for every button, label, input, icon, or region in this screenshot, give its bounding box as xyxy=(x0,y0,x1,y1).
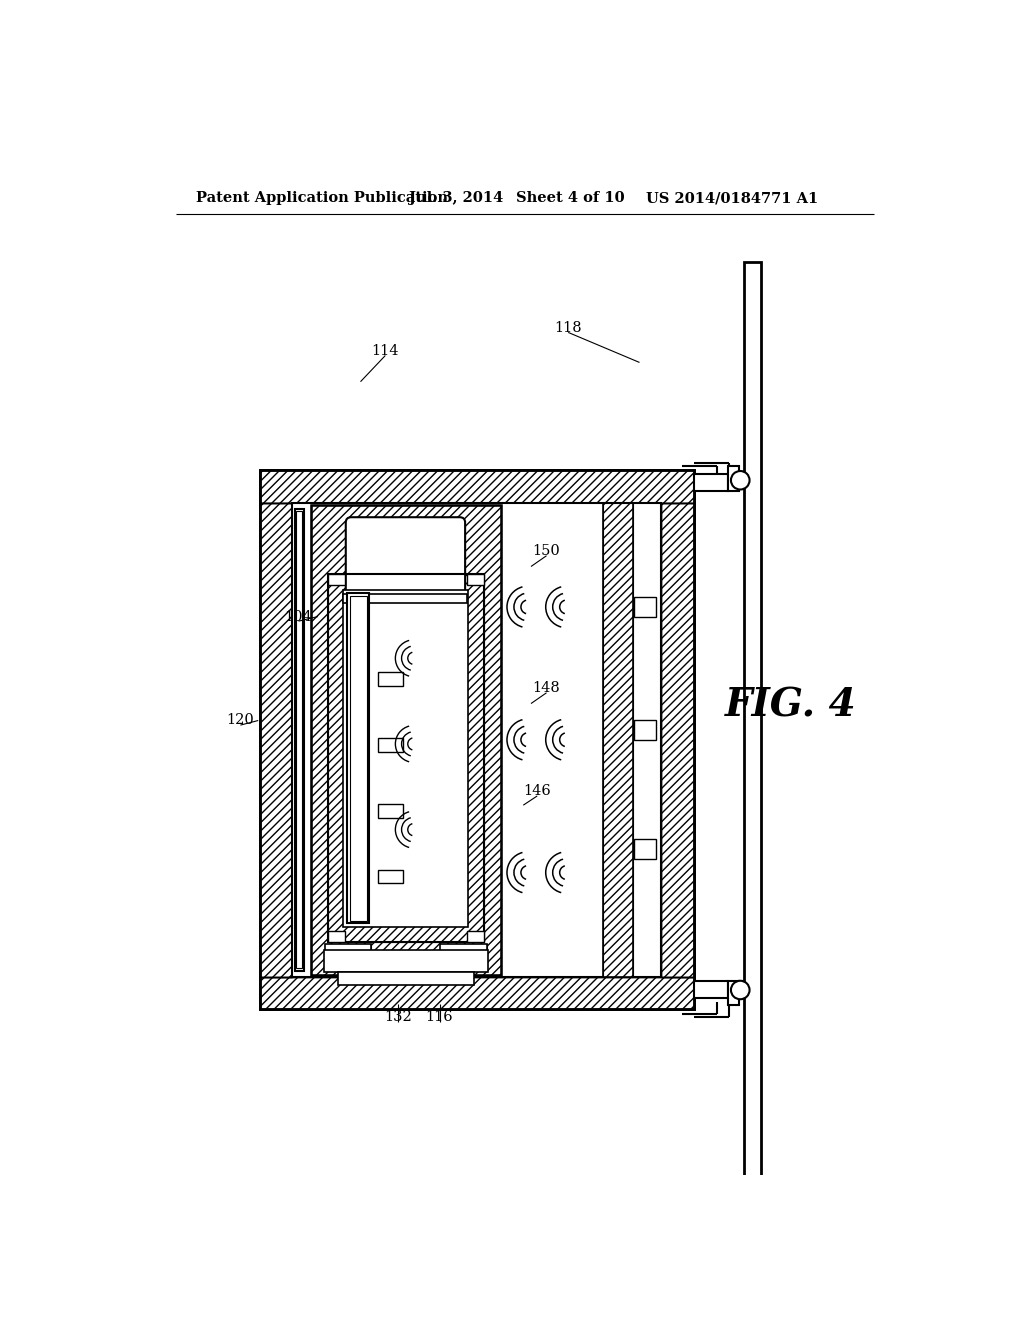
Text: 146: 146 xyxy=(523,784,551,799)
Text: 132: 132 xyxy=(384,1010,412,1024)
Bar xyxy=(324,950,487,972)
Bar xyxy=(260,503,292,977)
Text: 150: 150 xyxy=(532,544,560,558)
Bar xyxy=(311,506,501,974)
Circle shape xyxy=(731,471,750,490)
Bar xyxy=(728,981,738,1006)
Bar xyxy=(662,503,693,977)
FancyBboxPatch shape xyxy=(346,517,465,601)
Bar xyxy=(693,474,728,491)
Text: FIG. 4: FIG. 4 xyxy=(725,686,856,725)
Bar xyxy=(260,503,292,977)
Bar xyxy=(634,838,655,859)
Bar xyxy=(343,594,467,603)
Bar xyxy=(728,466,738,491)
Bar xyxy=(260,470,693,1010)
Bar xyxy=(260,470,693,1010)
Text: 118: 118 xyxy=(554,321,582,335)
Bar xyxy=(343,590,468,927)
Bar xyxy=(260,470,693,503)
Bar xyxy=(295,508,304,970)
Bar xyxy=(328,574,483,942)
Bar xyxy=(440,944,486,970)
Bar xyxy=(634,721,655,741)
Text: 114: 114 xyxy=(372,345,399,358)
Bar xyxy=(603,503,633,977)
Bar xyxy=(296,511,302,969)
Bar xyxy=(328,932,345,942)
Bar xyxy=(378,672,403,685)
Bar xyxy=(260,977,693,1010)
Bar xyxy=(662,503,693,977)
Text: 104: 104 xyxy=(285,610,312,623)
Text: Sheet 4 of 10: Sheet 4 of 10 xyxy=(515,191,624,206)
Bar xyxy=(378,804,403,817)
Bar xyxy=(349,595,367,921)
Bar xyxy=(440,944,486,970)
Bar xyxy=(325,944,372,970)
Bar xyxy=(693,981,728,998)
Bar xyxy=(378,870,403,883)
Bar xyxy=(260,977,693,1010)
Text: 148: 148 xyxy=(532,681,560,696)
Circle shape xyxy=(731,981,750,999)
Bar xyxy=(292,503,662,977)
Bar xyxy=(338,972,474,985)
Bar xyxy=(311,506,501,974)
Text: Patent Application Publication: Patent Application Publication xyxy=(197,191,449,206)
Text: Jul. 3, 2014: Jul. 3, 2014 xyxy=(409,191,503,206)
Text: US 2014/0184771 A1: US 2014/0184771 A1 xyxy=(646,191,818,206)
Bar xyxy=(328,574,483,942)
Bar xyxy=(467,574,483,585)
Bar xyxy=(744,263,761,1217)
Bar xyxy=(347,594,369,923)
Bar xyxy=(328,574,345,585)
Bar xyxy=(260,470,693,503)
Bar xyxy=(634,597,655,616)
Bar xyxy=(603,503,633,977)
Bar xyxy=(467,932,483,942)
Text: 120: 120 xyxy=(226,714,254,727)
Bar xyxy=(378,738,403,751)
Text: 116: 116 xyxy=(426,1010,454,1024)
Bar xyxy=(325,944,372,970)
